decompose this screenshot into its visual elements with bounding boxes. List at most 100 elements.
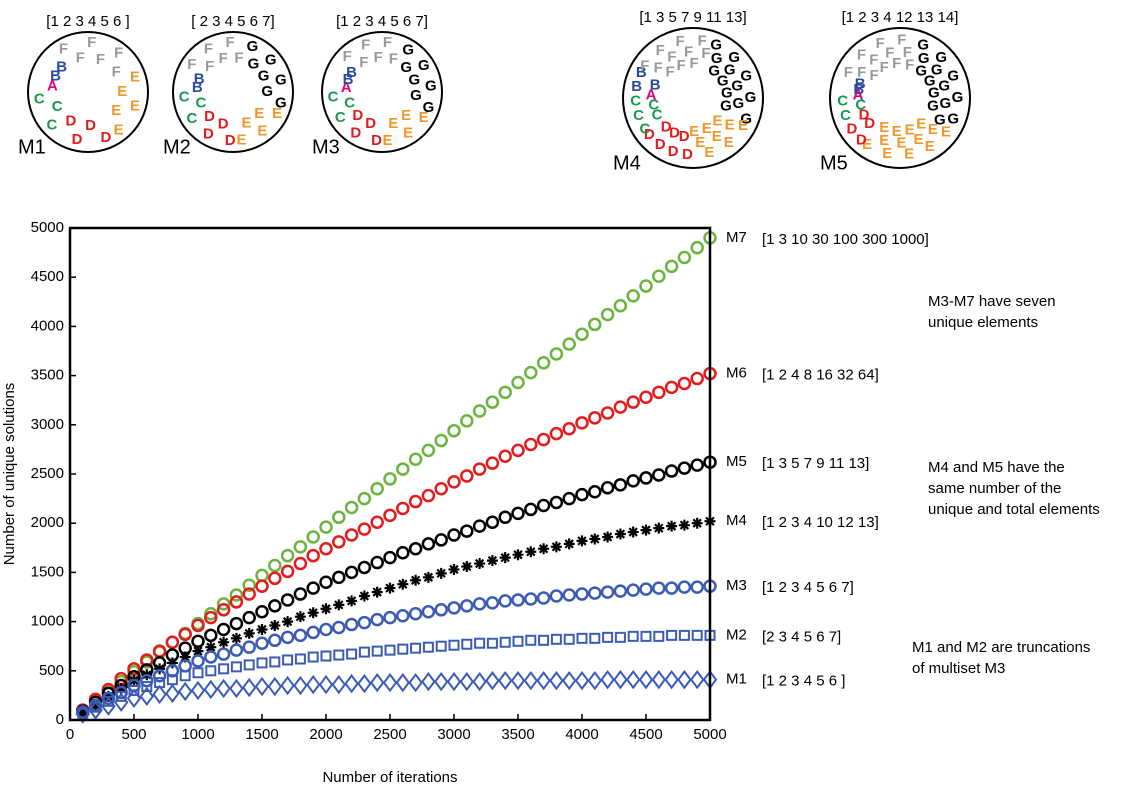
- x-tick-label: 1000: [181, 726, 214, 743]
- marker: [564, 493, 575, 504]
- element-letter: G: [247, 38, 259, 55]
- element-letter: D: [65, 113, 76, 130]
- element-letter: C: [186, 110, 197, 127]
- marker: [295, 611, 306, 622]
- element-letter: F: [667, 48, 676, 65]
- element-letter: E: [257, 122, 267, 139]
- marker: [295, 589, 306, 600]
- element-letter: F: [690, 55, 699, 72]
- element-letter: C: [34, 90, 45, 107]
- element-letter: E: [117, 83, 127, 100]
- annotation: of multiset M3: [912, 660, 1005, 677]
- marker: [231, 596, 242, 607]
- element-letter: F: [876, 35, 885, 52]
- marker: [513, 594, 524, 605]
- element-letter: E: [114, 121, 124, 138]
- marker: [385, 473, 396, 484]
- marker: [615, 529, 626, 540]
- series-name: M2: [726, 626, 747, 643]
- marker: [666, 672, 678, 688]
- series-name: M4: [726, 512, 747, 529]
- marker: [269, 620, 280, 631]
- marker: [603, 633, 612, 642]
- marker: [640, 672, 652, 688]
- marker: [231, 618, 242, 629]
- marker: [691, 672, 703, 688]
- marker: [410, 575, 421, 586]
- marker: [474, 598, 485, 609]
- marker: [410, 496, 421, 507]
- marker: [666, 382, 677, 393]
- marker: [641, 281, 652, 292]
- marker: [487, 597, 498, 608]
- marker: [628, 290, 639, 301]
- marker: [372, 483, 383, 494]
- element-letter: F: [234, 49, 243, 66]
- element-letter: G: [745, 89, 757, 106]
- marker: [321, 543, 332, 554]
- marker: [692, 518, 703, 529]
- marker: [461, 600, 472, 611]
- marker: [385, 552, 396, 563]
- element-letter: G: [402, 41, 414, 58]
- marker: [333, 536, 344, 547]
- marker: [385, 510, 396, 521]
- marker: [641, 472, 652, 483]
- series-name: M1: [726, 671, 747, 688]
- element-letter: E: [237, 131, 247, 148]
- marker: [321, 624, 332, 635]
- marker: [525, 439, 536, 450]
- element-letter: F: [654, 59, 663, 76]
- marker: [525, 367, 536, 378]
- element-letter: E: [928, 121, 938, 138]
- marker: [308, 627, 319, 638]
- marker: [346, 619, 357, 630]
- element-letter: E: [712, 128, 722, 145]
- marker: [679, 252, 690, 263]
- marker: [525, 504, 536, 515]
- marker: [692, 373, 703, 384]
- marker: [321, 577, 332, 588]
- marker: [218, 681, 230, 697]
- marker: [372, 587, 383, 598]
- marker: [525, 546, 536, 557]
- marker: [526, 636, 535, 645]
- marker: [232, 662, 241, 671]
- marker: [346, 502, 357, 513]
- marker: [283, 655, 292, 664]
- element-letter: E: [254, 105, 264, 122]
- marker: [679, 582, 690, 593]
- marker: [679, 520, 690, 531]
- marker: [539, 636, 548, 645]
- marker: [231, 633, 242, 644]
- marker: [295, 630, 306, 641]
- y-tick-label: 2500: [31, 465, 64, 482]
- element-letter: C: [630, 93, 641, 110]
- marker: [538, 543, 549, 554]
- marker: [410, 675, 422, 691]
- element-letter: E: [403, 125, 413, 142]
- marker: [295, 558, 306, 569]
- element-letter: D: [350, 125, 361, 142]
- element-letter: E: [892, 123, 902, 140]
- marker: [257, 570, 268, 581]
- marker: [577, 489, 588, 500]
- marker: [333, 512, 344, 523]
- annotation: M1 and M2 are truncations: [912, 639, 1090, 656]
- marker: [616, 633, 625, 642]
- marker: [282, 616, 293, 627]
- element-letter: D: [365, 115, 376, 132]
- marker: [487, 555, 498, 566]
- marker: [500, 451, 511, 462]
- multiset-name: M3: [312, 136, 340, 158]
- marker: [475, 639, 484, 648]
- marker: [282, 594, 293, 605]
- multiset-name: M2: [163, 136, 191, 158]
- element-letter: D: [101, 129, 112, 146]
- multiset-label: [1 2 3 4 12 13 14]: [842, 9, 959, 26]
- marker: [423, 445, 434, 456]
- element-letter: G: [940, 95, 952, 112]
- marker: [333, 572, 344, 583]
- marker: [398, 645, 407, 654]
- series-label: [1 2 3 4 10 12 13]: [762, 514, 879, 531]
